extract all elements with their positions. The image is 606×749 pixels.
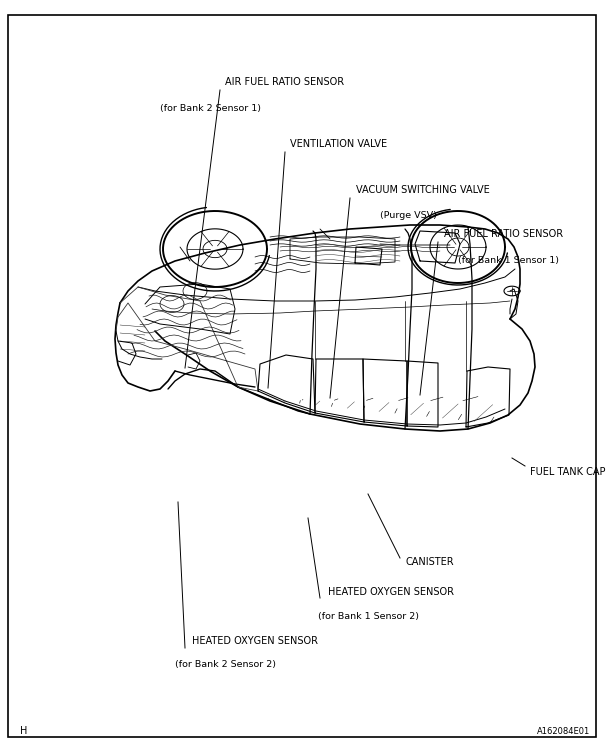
Text: FUEL TANK CAP: FUEL TANK CAP xyxy=(530,467,605,477)
Text: (for Bank 2 Sensor 1): (for Bank 2 Sensor 1) xyxy=(160,103,261,112)
Text: HEATED OXYGEN SENSOR: HEATED OXYGEN SENSOR xyxy=(192,636,318,646)
Text: A162084E01: A162084E01 xyxy=(537,727,590,736)
Text: (Purge VSV): (Purge VSV) xyxy=(380,211,437,220)
Text: VENTILATION VALVE: VENTILATION VALVE xyxy=(290,139,387,149)
Text: (for Bank 1 Sensor 2): (for Bank 1 Sensor 2) xyxy=(318,611,419,620)
Text: (for Bank 2 Sensor 2): (for Bank 2 Sensor 2) xyxy=(175,661,276,670)
Text: CANISTER: CANISTER xyxy=(406,557,454,567)
Text: AIR FUEL RATIO SENSOR: AIR FUEL RATIO SENSOR xyxy=(225,77,344,87)
Text: VACUUM SWITCHING VALVE: VACUUM SWITCHING VALVE xyxy=(356,185,490,195)
Text: HEATED OXYGEN SENSOR: HEATED OXYGEN SENSOR xyxy=(328,587,454,597)
Text: (for Bank 1 Sensor 1): (for Bank 1 Sensor 1) xyxy=(458,255,559,264)
Text: H: H xyxy=(20,726,27,736)
Text: AIR FUEL RATIO SENSOR: AIR FUEL RATIO SENSOR xyxy=(444,229,563,239)
